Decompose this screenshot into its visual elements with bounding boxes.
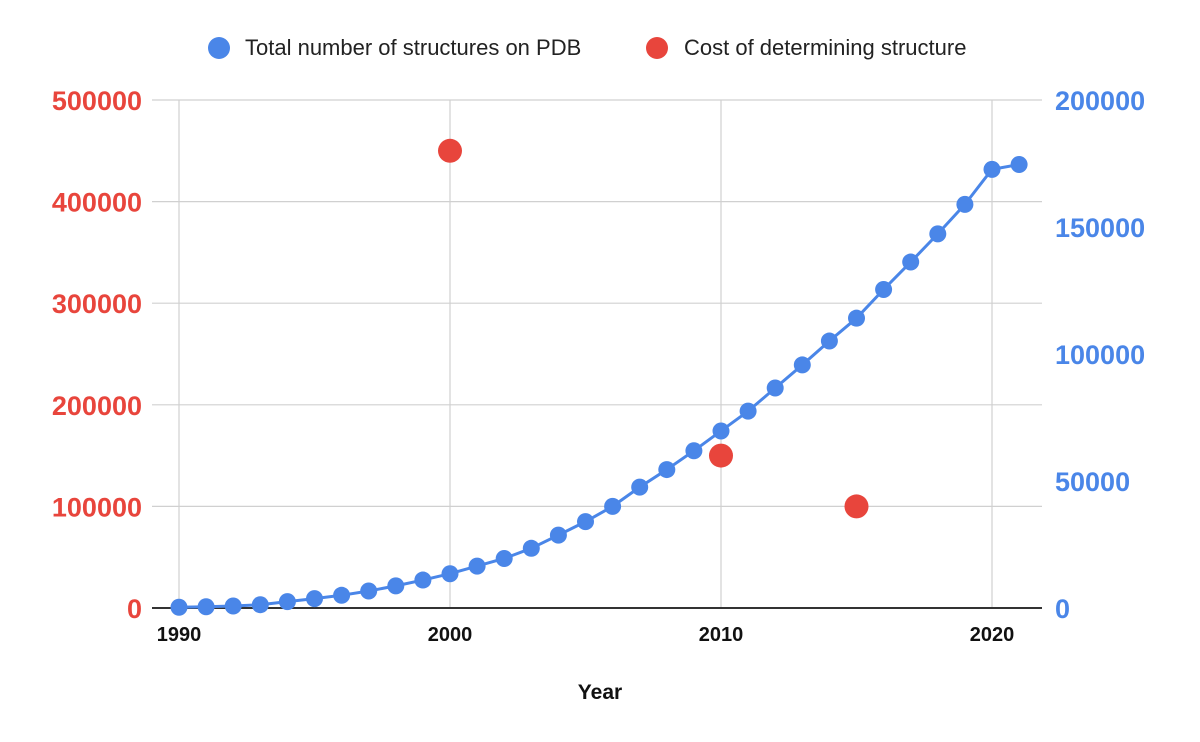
x-tick-label: 2020: [970, 624, 1015, 646]
left-tick-label: 400000: [52, 188, 142, 218]
legend-marker-cost: [646, 37, 668, 59]
pdb-point: [929, 225, 947, 243]
right-tick-label: 150000: [1055, 213, 1145, 243]
pdb-point: [983, 160, 1001, 178]
pdb-point: [685, 442, 703, 460]
pdb-point: [387, 577, 405, 595]
pdb-point: [793, 356, 811, 374]
gridlines: [152, 99, 1042, 608]
left-tick-label: 500000: [52, 86, 142, 116]
pdb-point: [522, 539, 540, 557]
x-axis-title: Year: [578, 681, 622, 704]
left-tick-label: 100000: [52, 492, 142, 522]
pdb-point: [197, 598, 215, 616]
pdb-point: [875, 280, 893, 298]
legend-label-pdb: Total number of structures on PDB: [245, 35, 581, 60]
pdb-point: [333, 586, 351, 604]
pdb-point: [631, 478, 649, 496]
pdb-point: [766, 379, 784, 397]
right-tick-label: 50000: [1055, 467, 1130, 497]
pdb-point: [658, 461, 676, 479]
x-axis-ticks: 1990 2000 2010 2020: [157, 624, 1015, 646]
pdb-point: [414, 571, 432, 589]
left-axis-ticks: 0 100000 200000 300000 400000 500000: [52, 86, 142, 624]
pdb-point: [848, 309, 865, 327]
legend-label-cost: Cost of determining structure: [684, 35, 966, 60]
pdb-point: [306, 590, 323, 608]
cost-point: [844, 494, 869, 519]
pdb-point: [739, 402, 757, 420]
series-points: [170, 138, 1028, 616]
pdb-point: [170, 598, 188, 616]
pdb-point: [441, 565, 459, 583]
right-tick-label: 200000: [1055, 86, 1145, 116]
legend-marker-pdb: [208, 37, 230, 59]
pdb-point: [549, 526, 567, 544]
pdb-point: [604, 497, 622, 515]
right-axis-ticks: 0 50000 100000 150000 200000: [1055, 86, 1145, 624]
cost-point: [438, 138, 462, 163]
pdb-point: [251, 596, 269, 614]
pdb-point: [577, 513, 594, 531]
pdb-point: [712, 422, 730, 440]
pdb-point: [956, 195, 974, 213]
series-lines: [178, 163, 1020, 609]
pdb-point: [468, 557, 486, 575]
x-tick-label: 2000: [428, 624, 473, 646]
pdb-point: [1010, 156, 1028, 174]
x-tick-label: 2010: [699, 624, 744, 646]
pdb-point: [820, 332, 838, 350]
right-tick-label: 100000: [1055, 340, 1145, 370]
pdb-point: [224, 597, 242, 615]
pdb-point: [495, 549, 513, 567]
pdb-point: [278, 593, 296, 611]
x-tick-label: 1990: [157, 624, 202, 646]
legend: Total number of structures on PDB Cost o…: [208, 35, 966, 60]
pdb-point: [902, 253, 920, 271]
pdb-point: [360, 582, 378, 600]
left-tick-label: 0: [127, 594, 142, 624]
series-line-0: [178, 163, 1020, 609]
left-tick-label: 200000: [52, 391, 142, 421]
cost-point: [709, 443, 733, 468]
left-tick-label: 300000: [52, 289, 142, 319]
right-tick-label: 0: [1055, 594, 1070, 624]
